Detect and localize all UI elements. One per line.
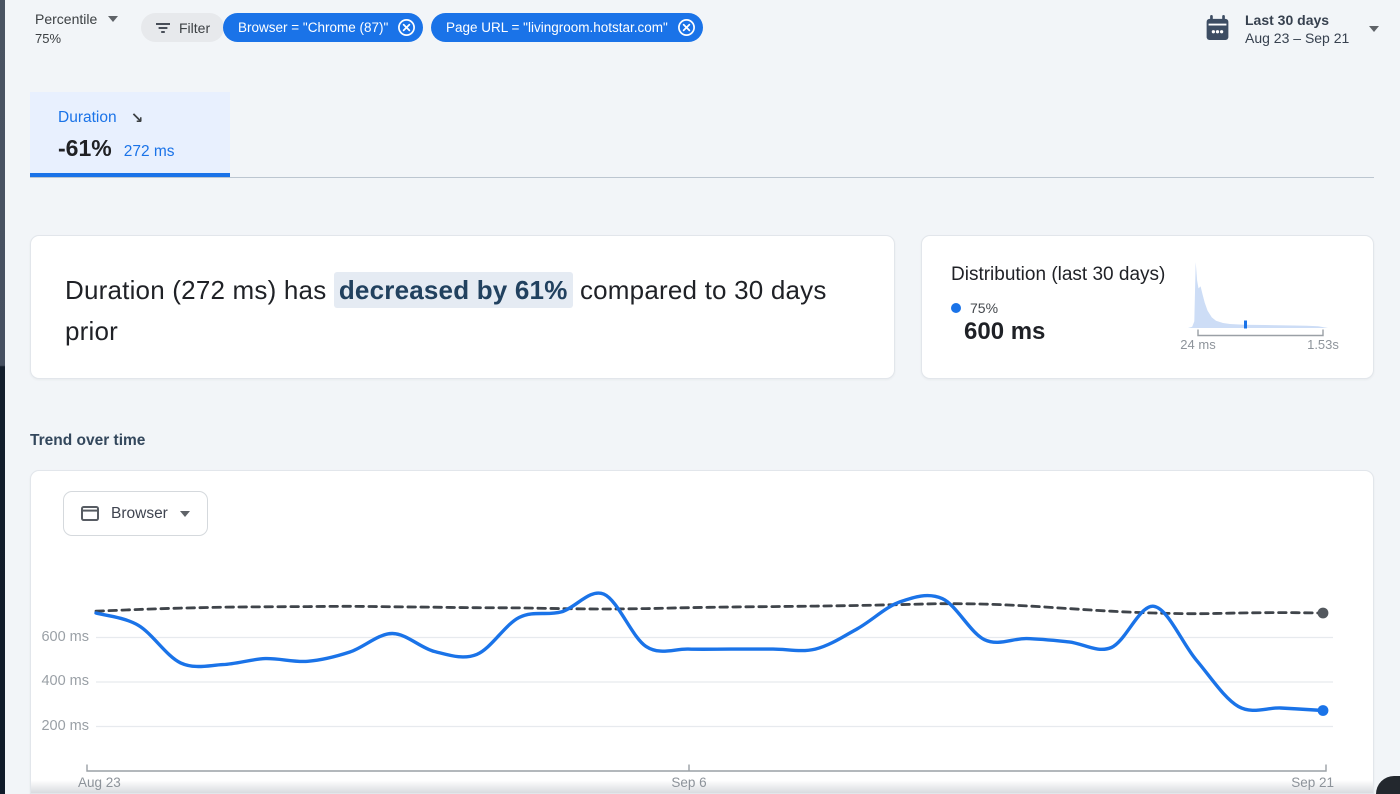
filter-icon [156, 22, 170, 33]
close-icon[interactable] [397, 18, 416, 37]
cursor-artifact [1376, 776, 1400, 794]
window-edge [0, 0, 5, 794]
metric-value: 272 ms [123, 143, 175, 160]
x-axis-tick: Sep 21 [1291, 775, 1334, 790]
trend-chart [86, 591, 1333, 772]
distribution-title: Distribution (last 30 days) [951, 264, 1166, 285]
insight-highlight: decreased by 61% [333, 272, 573, 308]
date-range-selector[interactable]: Last 30 days Aug 23 – Sep 21 [1203, 12, 1380, 46]
trend-card: Browser 600 ms 400 ms 200 ms Aug 23 Sep … [30, 470, 1374, 794]
y-axis-tick: 600 ms [41, 629, 89, 645]
percentile-label: Percentile [35, 11, 98, 27]
date-range-value: Aug 23 – Sep 21 [1245, 30, 1350, 46]
filter-label: Filter [179, 19, 211, 36]
distribution-sparkline [1188, 262, 1328, 337]
filter-chip-browser[interactable]: Browser = "Chrome (87)" [223, 13, 424, 42]
chip-label: Page URL = "livingroom.hotstar.com" [446, 20, 668, 35]
distribution-percentile-label: 75% [970, 300, 999, 316]
percentile-selector[interactable]: Percentile 75% [35, 11, 119, 46]
close-icon[interactable] [677, 18, 696, 37]
filter-chip-page-url[interactable]: Page URL = "livingroom.hotstar.com" [431, 13, 703, 42]
chevron-down-icon [179, 510, 190, 517]
distribution-value: 600 ms [964, 318, 1046, 345]
y-axis-tick: 400 ms [41, 673, 89, 689]
metric-change: -61% [58, 135, 112, 161]
insight-sentence: Duration (272 ms) has decreased by 61% c… [65, 270, 845, 352]
x-axis-tick: Sep 6 [671, 775, 707, 790]
active-tab-indicator [30, 173, 230, 177]
calendar-icon [1206, 14, 1229, 40]
tab-duration[interactable]: Duration ↘ -61% 272 ms [30, 92, 230, 173]
percentile-dot-icon [951, 303, 961, 313]
distribution-card: Distribution (last 30 days) 75% 600 ms 2… [921, 235, 1374, 379]
insight-suffix: compared to 30 days prior [65, 275, 827, 346]
x-axis-tick: Aug 23 [78, 775, 121, 790]
tabs-divider [30, 177, 1374, 178]
chevron-down-icon [1369, 26, 1380, 32]
trend-section-title: Trend over time [30, 432, 146, 449]
distribution-legend: 75% [951, 300, 998, 316]
breakdown-label: Browser [111, 504, 168, 522]
browser-window-icon [81, 506, 99, 521]
breakdown-dropdown[interactable]: Browser [63, 491, 208, 536]
distribution-max-label: 1.53s [1307, 337, 1339, 352]
y-axis-tick: 200 ms [41, 718, 89, 734]
date-range-title: Last 30 days [1245, 12, 1330, 28]
insight-card: Duration (272 ms) has decreased by 61% c… [30, 235, 895, 379]
percentile-value: 75% [35, 31, 62, 46]
trend-down-right-icon: ↘ [130, 110, 144, 127]
distribution-min-label: 24 ms [1180, 337, 1216, 352]
insight-prefix: Duration (272 ms) has [65, 275, 334, 305]
metric-name: Duration [58, 109, 117, 126]
chip-label: Browser = "Chrome (87)" [238, 20, 389, 35]
chevron-down-icon [108, 16, 119, 22]
filter-button[interactable]: Filter [141, 13, 225, 42]
